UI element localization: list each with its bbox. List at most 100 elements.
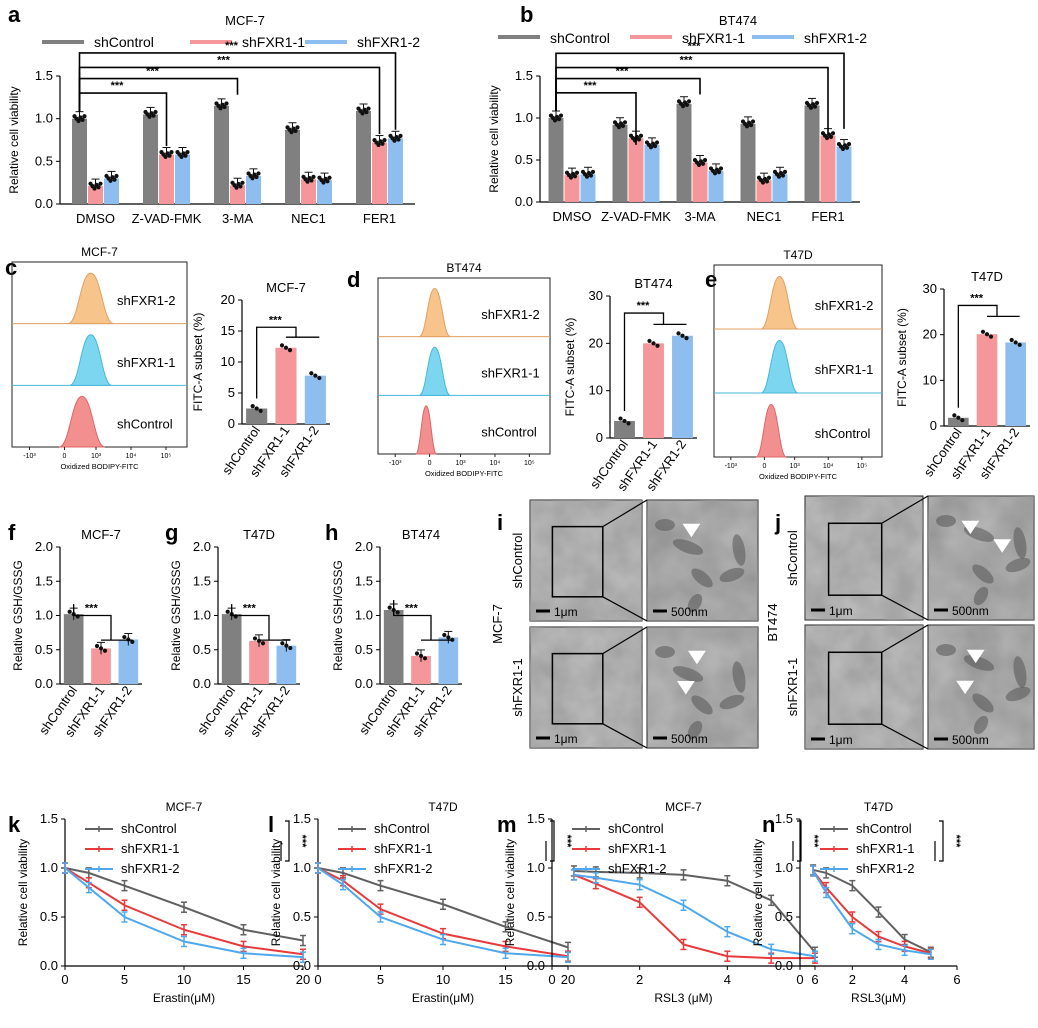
data-point [250,176,255,181]
flow-title: T47D [783,248,813,262]
data-point [240,180,245,185]
flow-histogram [755,404,787,458]
y-tick-label: 0 [228,416,235,431]
data-point [114,173,119,179]
data-point [147,114,152,119]
data-point [258,408,263,413]
bar [580,174,596,202]
data-point [684,102,690,108]
y-tick-label: 1.5 [515,68,533,83]
panel-label: m [497,812,517,837]
data-point [652,143,658,149]
data-point [1009,337,1014,343]
row-label: shFXR1-1 [785,658,800,717]
legend-label: shControl [550,30,610,46]
flow-histogram [67,272,114,325]
data-point [256,171,261,176]
panel-l: l 0.0 0.5 1.0 1.5 0 5 10 15 20 Relative cell viabi… [268,800,575,1005]
data-point [396,137,401,142]
flow-histogram [415,405,437,455]
significance-mark: *** [950,835,962,849]
data-point [552,118,558,123]
data-point [760,180,766,185]
flow-histogram [760,276,799,330]
scale-bar-label: 500nm [671,605,708,619]
zoom-box [827,522,883,596]
significance-mark: *** [296,835,308,849]
zoom-line [602,499,648,528]
data-point [750,119,756,124]
data-point [130,639,135,644]
data-point [418,653,424,659]
x-tick-label: 10 [436,972,450,987]
scale-bar-label: 1μm [829,604,853,618]
data-point [828,134,834,139]
flow-tick-label: -10³ [725,463,738,470]
bar [118,639,139,684]
data-point [317,375,322,381]
mitochondrion [655,519,675,531]
data-point [558,113,564,118]
data-point [179,154,184,160]
panel-label: h [325,520,338,545]
mitochondrion [732,534,746,566]
y-axis-label: Relative GSH/GSSG [11,560,25,671]
mitochondrion [972,564,994,584]
bar [643,343,664,438]
flow-frame [713,264,883,458]
legend-label: shFXR1-1 [608,841,667,856]
data-point [108,178,113,183]
flow-title: MCF-7 [81,245,118,259]
flow-tick-label: 10³ [455,460,466,467]
flow-tick-label: 10⁵ [856,463,867,470]
scale-bar-label: 1μm [554,732,578,746]
data-point [446,635,451,640]
flow-tick-label: 10⁵ [524,460,535,467]
panel-i: i 1μm 500nm shControl 1μm 500nm shFXR1-1 MCF-7 [490,499,759,749]
y-tick-label: 10 [589,383,603,398]
mitochondrion [655,646,675,658]
bar [214,105,229,204]
panel-label: k [8,812,21,837]
y-tick-label: 1.5 [527,811,545,826]
data-point [364,110,369,115]
panel-label: f [8,520,16,545]
arrowhead-marker [993,539,1012,553]
zoom-line [602,723,648,749]
zoom-box [551,525,604,598]
data-point [782,169,788,174]
y-tick-label: 1.5 [35,68,53,83]
x-axis-label: Erastin(μM) [412,991,474,1005]
chart-title: T47D [971,269,1003,284]
x-tick-label: Z-VAD-FMK [132,211,202,226]
flow-x-label: Oxidized BODIPY-FITC [60,462,139,471]
data-point [588,173,594,178]
bar [275,347,297,424]
series-line [64,867,304,959]
data-point [780,173,786,178]
significance-mark: *** [616,66,630,78]
flow-sample-label: shFXR1-1 [117,355,176,370]
mitochondrion [672,666,704,682]
data-point [766,175,772,180]
bar [388,138,403,204]
bar [91,648,111,684]
data-point [398,133,403,138]
significance-mark: *** [808,835,820,849]
significance-bracket [555,52,845,129]
significance-mark: *** [85,603,99,615]
data-point [260,641,266,646]
significance-bracket [78,66,381,135]
data-point [638,133,644,138]
bar [820,135,836,202]
x-tick-label: 4 [724,972,731,987]
flow-tick-label: 10⁴ [126,453,137,460]
legend-label: shFXR1-1 [856,841,915,856]
chart-title: MCF-7 [266,280,306,295]
data-point [1013,340,1018,345]
data-point [776,174,782,179]
legend-label: shFXR1-2 [856,861,915,876]
panel-c: c MCF-7 shFXR1-2 shFXR1-1 shControl -10³ 0 10³ 1… [5,245,330,480]
y-axis-label: Relative cell viability [16,839,30,946]
data-point [376,142,381,148]
